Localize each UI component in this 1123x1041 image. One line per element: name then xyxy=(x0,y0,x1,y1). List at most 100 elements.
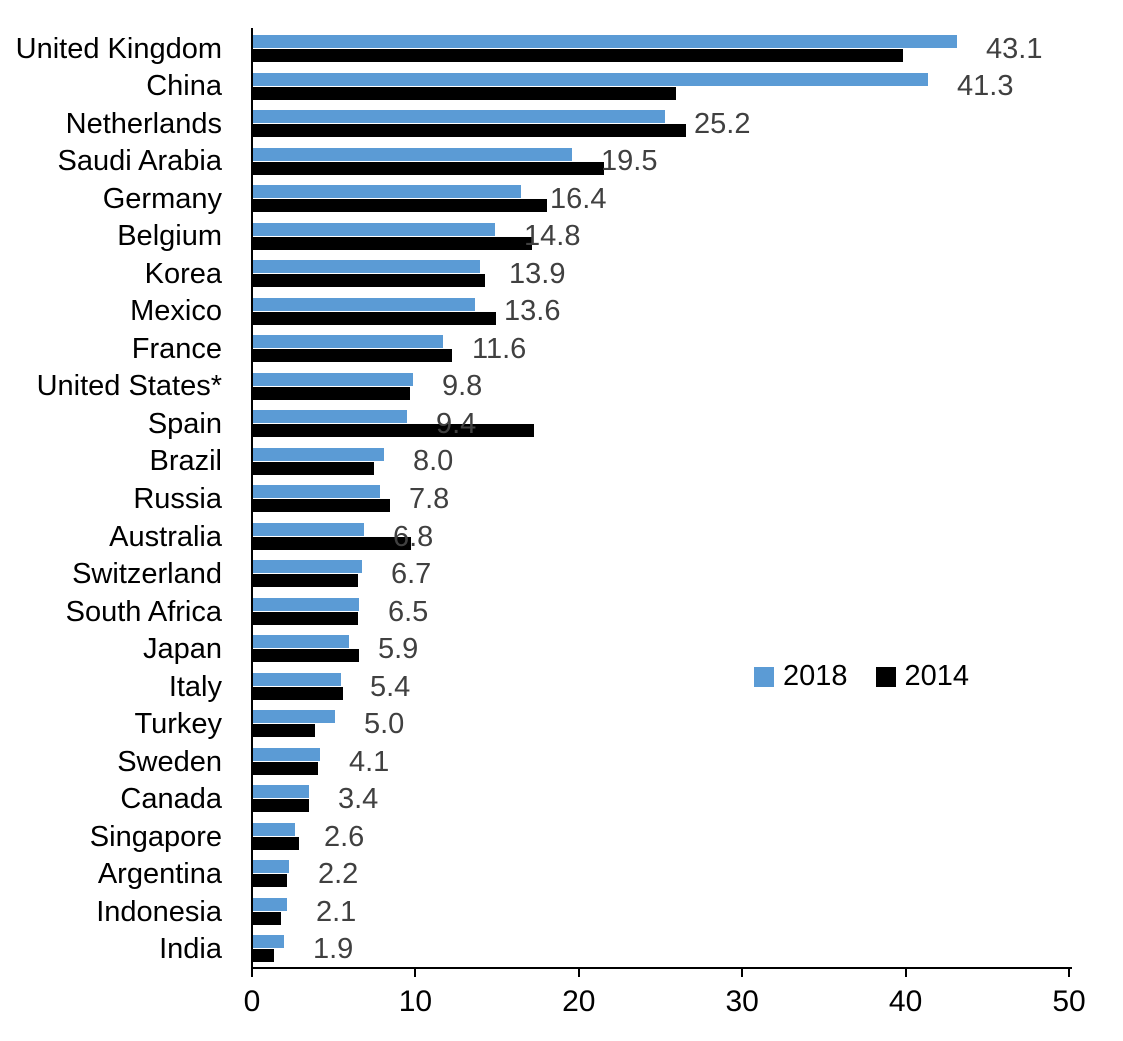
category-label: Argentina xyxy=(97,858,222,891)
x-axis-tick-label: 10 xyxy=(398,985,433,1018)
x-axis-tick-mark xyxy=(1068,968,1070,977)
category-label: Japan xyxy=(142,633,222,666)
bar-2014 xyxy=(253,949,274,963)
category-label: Saudi Arabia xyxy=(57,145,222,178)
category-label: Brazil xyxy=(149,445,222,478)
value-label: 16.4 xyxy=(550,182,607,215)
category-label: Turkey xyxy=(134,708,222,741)
bar-2018 xyxy=(253,110,665,124)
bar-2018 xyxy=(253,147,572,161)
bar-2018 xyxy=(253,747,320,761)
legend: 2018 2014 xyxy=(754,660,969,693)
bar-2014 xyxy=(253,86,676,100)
bar-2018 xyxy=(253,672,341,686)
x-axis-tick-mark xyxy=(577,968,580,977)
value-label: 3.4 xyxy=(338,783,379,816)
bar-2014 xyxy=(253,349,452,363)
bar-2014 xyxy=(253,311,496,325)
category-label: Korea xyxy=(144,257,222,290)
bar-2014 xyxy=(253,161,604,175)
category-label: Russia xyxy=(133,483,222,515)
bar-2014 xyxy=(253,611,358,625)
bar-2014 xyxy=(253,124,686,138)
x-axis-tick-mark xyxy=(904,968,907,977)
bar-2014 xyxy=(253,874,287,888)
category-label: South Africa xyxy=(65,595,222,628)
value-label: 43.1 xyxy=(986,32,1043,65)
bar-2018 xyxy=(253,597,359,611)
category-label: India xyxy=(159,933,222,966)
category-label: Australia xyxy=(109,520,222,553)
value-label: 5.0 xyxy=(364,708,405,741)
value-label: 2.6 xyxy=(324,820,365,853)
value-label: 19.5 xyxy=(601,145,658,178)
category-label: Mexico xyxy=(130,295,222,328)
bar-2014 xyxy=(253,799,309,813)
value-label: 6.8 xyxy=(393,520,434,553)
bar-2014 xyxy=(253,49,903,62)
bar-2018 xyxy=(253,35,957,48)
value-label: 13.6 xyxy=(504,295,561,328)
value-label: 1.9 xyxy=(313,933,354,966)
legend-item-2014: 2014 xyxy=(875,660,970,693)
category-label: China xyxy=(146,70,222,103)
value-label: 5.9 xyxy=(378,633,419,666)
x-axis-tick-label: 30 xyxy=(725,985,759,1018)
value-label: 2.1 xyxy=(316,895,357,928)
value-label: 7.8 xyxy=(409,483,450,515)
bar-2018 xyxy=(253,560,362,574)
bar-2014 xyxy=(253,724,315,738)
bar-2014 xyxy=(253,911,281,925)
bar-2018 xyxy=(253,822,295,836)
bar-2018 xyxy=(253,222,495,236)
legend-swatch-2018-icon xyxy=(754,666,774,687)
bar-2014 xyxy=(253,836,299,850)
category-label: Italy xyxy=(168,670,222,703)
bar-2018 xyxy=(253,710,335,724)
category-label: Sweden xyxy=(117,745,222,778)
value-label: 4.1 xyxy=(349,745,390,778)
category-label: United States* xyxy=(36,370,222,403)
bar-2018 xyxy=(253,447,384,461)
bar-2014 xyxy=(253,424,534,438)
bar-2018 xyxy=(253,297,475,311)
category-label: Germany xyxy=(102,182,222,215)
bar-2018 xyxy=(253,72,928,86)
bar-2014 xyxy=(253,536,411,550)
value-label: 25.2 xyxy=(694,107,751,140)
x-axis-tick-label: 20 xyxy=(562,985,596,1018)
legend-label-2014: 2014 xyxy=(904,660,970,692)
bar-2014 xyxy=(253,386,410,400)
bar-2018 xyxy=(253,522,364,536)
x-axis-tick-mark xyxy=(741,968,744,977)
bar-2018 xyxy=(253,410,407,424)
x-axis-tick-label: 50 xyxy=(1052,985,1086,1018)
value-label: 14.8 xyxy=(524,220,581,253)
bar-2018 xyxy=(253,335,443,349)
category-label: Spain xyxy=(147,407,222,440)
x-axis-tick-mark xyxy=(414,968,417,977)
category-label: Canada xyxy=(120,783,222,816)
value-label: 6.5 xyxy=(388,595,429,628)
bar-2014 xyxy=(253,274,485,288)
bar-2018 xyxy=(253,485,380,499)
value-label: 5.4 xyxy=(370,670,411,703)
bar-2014 xyxy=(253,236,532,250)
bar-2014 xyxy=(253,199,547,213)
value-label: 2.2 xyxy=(318,858,359,891)
legend-item-2018: 2018 xyxy=(754,660,848,693)
bar-2018 xyxy=(253,260,480,274)
legend-swatch-2014-icon xyxy=(875,666,896,687)
bar-2014 xyxy=(253,499,390,513)
category-label: France xyxy=(131,332,222,365)
value-label: 8.0 xyxy=(413,445,454,478)
x-axis-tick-label: 0 xyxy=(243,985,261,1018)
bar-2014 xyxy=(253,461,374,475)
category-label: Singapore xyxy=(89,820,222,853)
x-axis-tick-label: 40 xyxy=(888,985,923,1018)
x-axis-line xyxy=(251,967,1072,969)
value-label: 13.9 xyxy=(509,257,566,290)
bar-2014 xyxy=(253,761,318,775)
value-label: 41.3 xyxy=(957,70,1014,103)
